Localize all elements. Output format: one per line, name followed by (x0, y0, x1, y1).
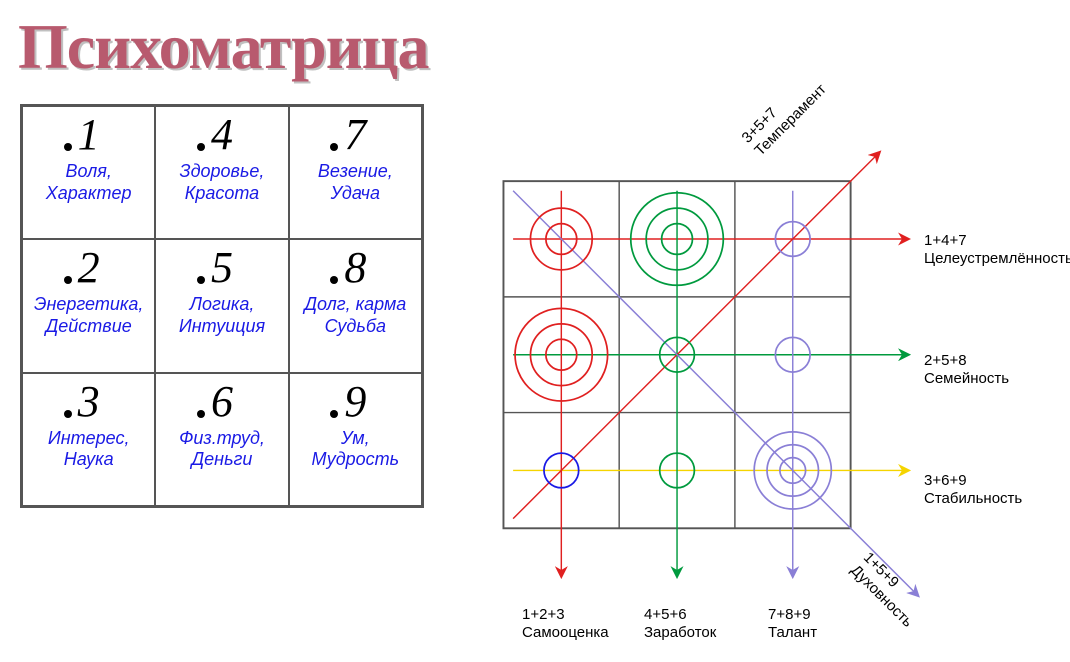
axis-label-col2: 4+5+6 Заработок (644, 606, 716, 642)
cell-number: 4 (211, 113, 233, 157)
page-title: Психоматрица (18, 10, 1060, 84)
cell-label: Логика, Интуиция (179, 294, 265, 337)
cell-number: 2 (78, 246, 100, 290)
axis-label-row3: 3+6+9 Стабильность (924, 472, 1022, 508)
cell-label: Воля, Характер (46, 161, 132, 204)
left-grid: 1 Воля, Характер 4 Здоровье, Красота 7 В… (20, 104, 424, 508)
cell-7: 7 Везение, Удача (289, 106, 422, 239)
cell-number: 3 (78, 380, 100, 424)
cell-8: 8 Долг, карма Судьба (289, 239, 422, 372)
axis-label-row1: 1+4+7 Целеустремлённость (924, 232, 1070, 268)
cell-label: Здоровье, Красота (180, 161, 265, 204)
cell-label: Ум, Мудрость (312, 428, 400, 471)
diagram-container: 1 Воля, Характер 4 Здоровье, Красота 7 В… (10, 104, 1060, 644)
axis-label-col1: 1+2+3 Самооценка (522, 606, 609, 642)
cell-label: Долг, карма Судьба (304, 294, 406, 337)
cell-3: 3 Интерес, Наука (22, 373, 155, 506)
cell-label: Везение, Удача (318, 161, 393, 204)
cell-9: 9 Ум, Мудрость (289, 373, 422, 506)
cell-number: 7 (344, 113, 366, 157)
axis-label-col3: 7+8+9 Талант (768, 606, 817, 642)
cell-number: 6 (211, 380, 233, 424)
cell-label: Интерес, Наука (48, 428, 130, 471)
cell-number: 5 (211, 246, 233, 290)
cell-4: 4 Здоровье, Красота (155, 106, 288, 239)
cell-5: 5 Логика, Интуиция (155, 239, 288, 372)
cell-number: 1 (78, 113, 100, 157)
cell-2: 2 Энергетика, Действие (22, 239, 155, 372)
cell-6: 6 Физ.труд, Деньги (155, 373, 288, 506)
cell-1: 1 Воля, Характер (22, 106, 155, 239)
cell-number: 9 (344, 380, 366, 424)
axis-label-row2: 2+5+8 Семейность (924, 352, 1009, 388)
cell-label: Энергетика, Действие (34, 294, 143, 337)
cell-label: Физ.труд, Деньги (179, 428, 265, 471)
cell-number: 8 (344, 246, 366, 290)
right-diagram: 1+4+7 Целеустремлённость2+5+8 Семейность… (464, 104, 1054, 644)
